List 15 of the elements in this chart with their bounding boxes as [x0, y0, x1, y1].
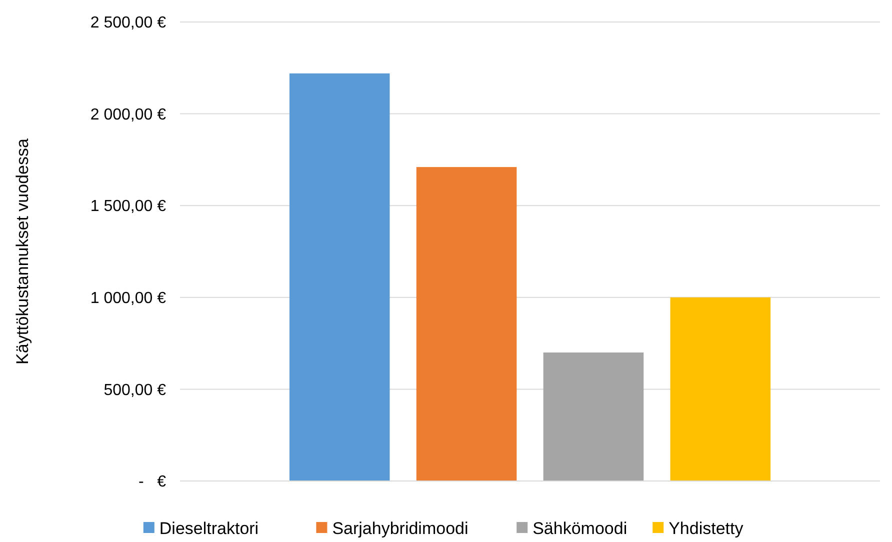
- y-tick-label: 1 000,00 €: [90, 290, 166, 307]
- y-tick-label: 1 500,00 €: [90, 198, 166, 216]
- bar: [289, 73, 390, 481]
- bar: [543, 352, 644, 481]
- y-tick-label: 2 500,00 €: [90, 14, 166, 32]
- y-tick-label: - €: [138, 474, 166, 491]
- y-tick-label: 2 000,00 €: [90, 106, 166, 124]
- legend-label: Sähkömoodi: [532, 518, 628, 538]
- y-tick-label: 500,00 €: [104, 382, 166, 399]
- bar: [670, 297, 771, 481]
- legend-label: Yhdistetty: [668, 518, 744, 538]
- y-axis-title: Käyttökustannukset vuodessa: [12, 138, 32, 364]
- legend-label: Dieseltraktori: [159, 518, 259, 538]
- legend-label: Sarjahybridimoodi: [332, 518, 468, 538]
- bar: [416, 167, 517, 481]
